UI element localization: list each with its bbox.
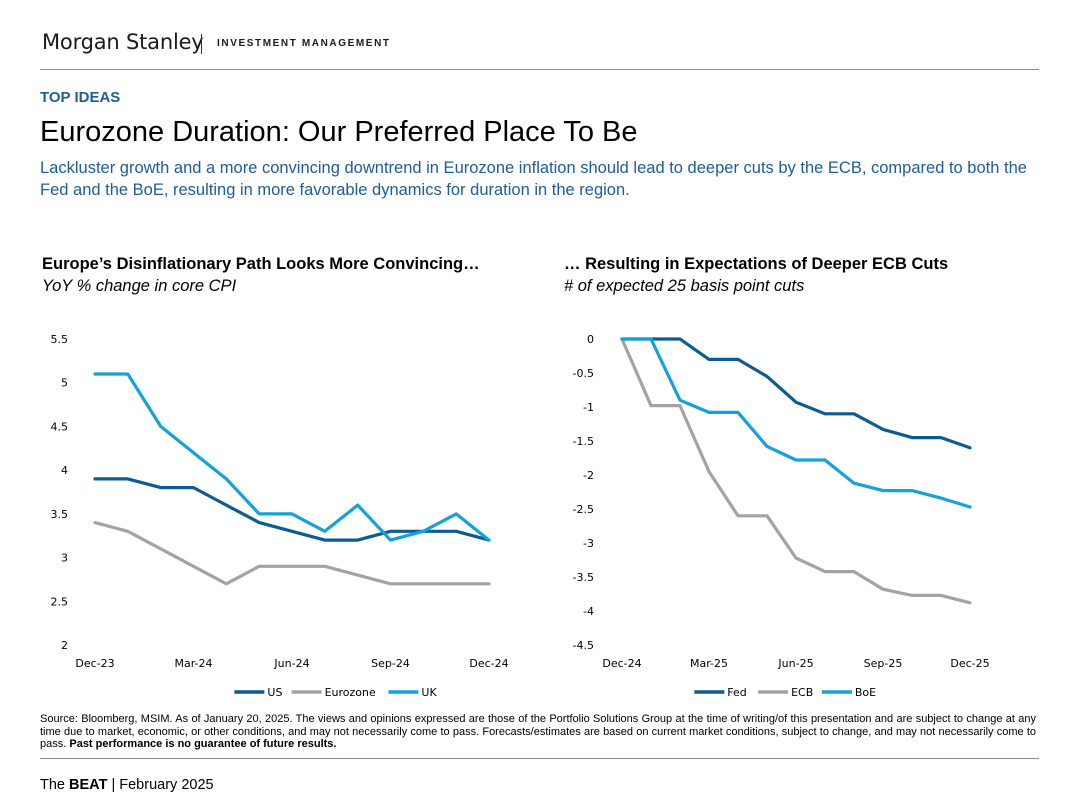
source-note: Source: Bloomberg, MSIM. As of January 2…	[40, 713, 1036, 751]
chart2-x-tick-label: Sep-25	[864, 657, 903, 670]
chart1-x-tick-label: Dec-23	[75, 657, 114, 670]
chart1-y-tick-label: 4	[61, 464, 68, 477]
chart2-y-tick-label: -2	[583, 469, 594, 482]
chart2-subtitle: # of expected 25 basis point cuts	[564, 277, 805, 295]
footer-date: | February 2025	[111, 777, 214, 793]
chart2-y-tick-label: -1.5	[573, 435, 594, 448]
chart1-x-tick-label: Dec-24	[469, 657, 508, 670]
footer-brand: BEAT	[69, 777, 108, 793]
chart2-x-tick-label: Jun-25	[777, 657, 813, 670]
chart2-y-tick-label: -3.5	[573, 571, 594, 584]
chart1-series-uk	[93, 372, 491, 542]
chart2-y-tick-label: 0	[587, 333, 594, 346]
chart1-subtitle: YoY % change in core CPI	[42, 277, 237, 295]
chart2-x-tick-label: Dec-25	[950, 657, 989, 670]
chart2-y-tick-label: -0.5	[573, 367, 594, 380]
chart2-x-tick-label: Dec-24	[602, 657, 641, 670]
chart1-y-tick-label: 2	[61, 639, 68, 652]
chart1-y-tick-label: 2.5	[51, 595, 69, 608]
section-label: TOP IDEAS	[40, 89, 121, 106]
legend-label-uk: UK	[421, 686, 437, 699]
page-title: Eurozone Duration: Our Preferred Place T…	[40, 116, 638, 148]
footer: The BEAT | February 2025	[40, 777, 214, 793]
legend-label-eurozone: Eurozone	[325, 686, 376, 699]
legend-label-ecb: ECB	[791, 686, 813, 699]
chart1-y-tick-label: 4.5	[51, 420, 69, 433]
chart1-y-tick-label: 5.5	[51, 333, 69, 346]
chart1-y-tick-label: 5	[61, 377, 68, 390]
chart2-x-tick-label: Mar-25	[690, 657, 728, 670]
source-text: Source: Bloomberg, MSIM. As of January 2…	[40, 713, 1036, 750]
legend-label-fed: Fed	[727, 686, 746, 699]
chart2-series-ecb	[620, 337, 972, 605]
chart2-y-tick-label: -1	[583, 401, 594, 414]
footer-prefix: The	[40, 777, 65, 793]
chart2-series-boe	[620, 337, 972, 509]
chart1-x-tick-label: Sep-24	[371, 657, 410, 670]
chart2-series-fed	[620, 337, 972, 450]
page-subtitle: Lackluster growth and a more convincing …	[40, 159, 1027, 199]
morgan-stanley-logo: Morgan Stanley	[42, 30, 204, 54]
chart1-x-tick-label: Jun-24	[273, 657, 309, 670]
chart1-y-tick-label: 3	[61, 552, 68, 565]
investment-management-label: INVESTMENT MANAGEMENT	[217, 38, 391, 49]
chart2-y-tick-label: -3	[583, 537, 594, 550]
source-disclaimer: Past performance is no guarantee of futu…	[69, 738, 337, 750]
chart2-y-tick-label: -4.5	[573, 639, 594, 652]
header-rule	[40, 69, 1039, 70]
chart1-x-tick-label: Mar-24	[174, 657, 212, 670]
legend-label-boe: BoE	[855, 686, 876, 699]
chart2-y-tick-label: -4	[583, 605, 594, 618]
chart1-series-eurozone	[93, 520, 491, 586]
logo-divider	[201, 34, 202, 54]
chart2-y-tick-label: -2.5	[573, 503, 594, 516]
chart1-title: Europe’s Disinflationary Path Looks More…	[42, 255, 480, 273]
footer-rule	[40, 758, 1039, 759]
legend-label-us: US	[267, 686, 282, 699]
chart2-title: … Resulting in Expectations of Deeper EC…	[564, 255, 949, 273]
chart1-y-tick-label: 3.5	[51, 508, 69, 521]
